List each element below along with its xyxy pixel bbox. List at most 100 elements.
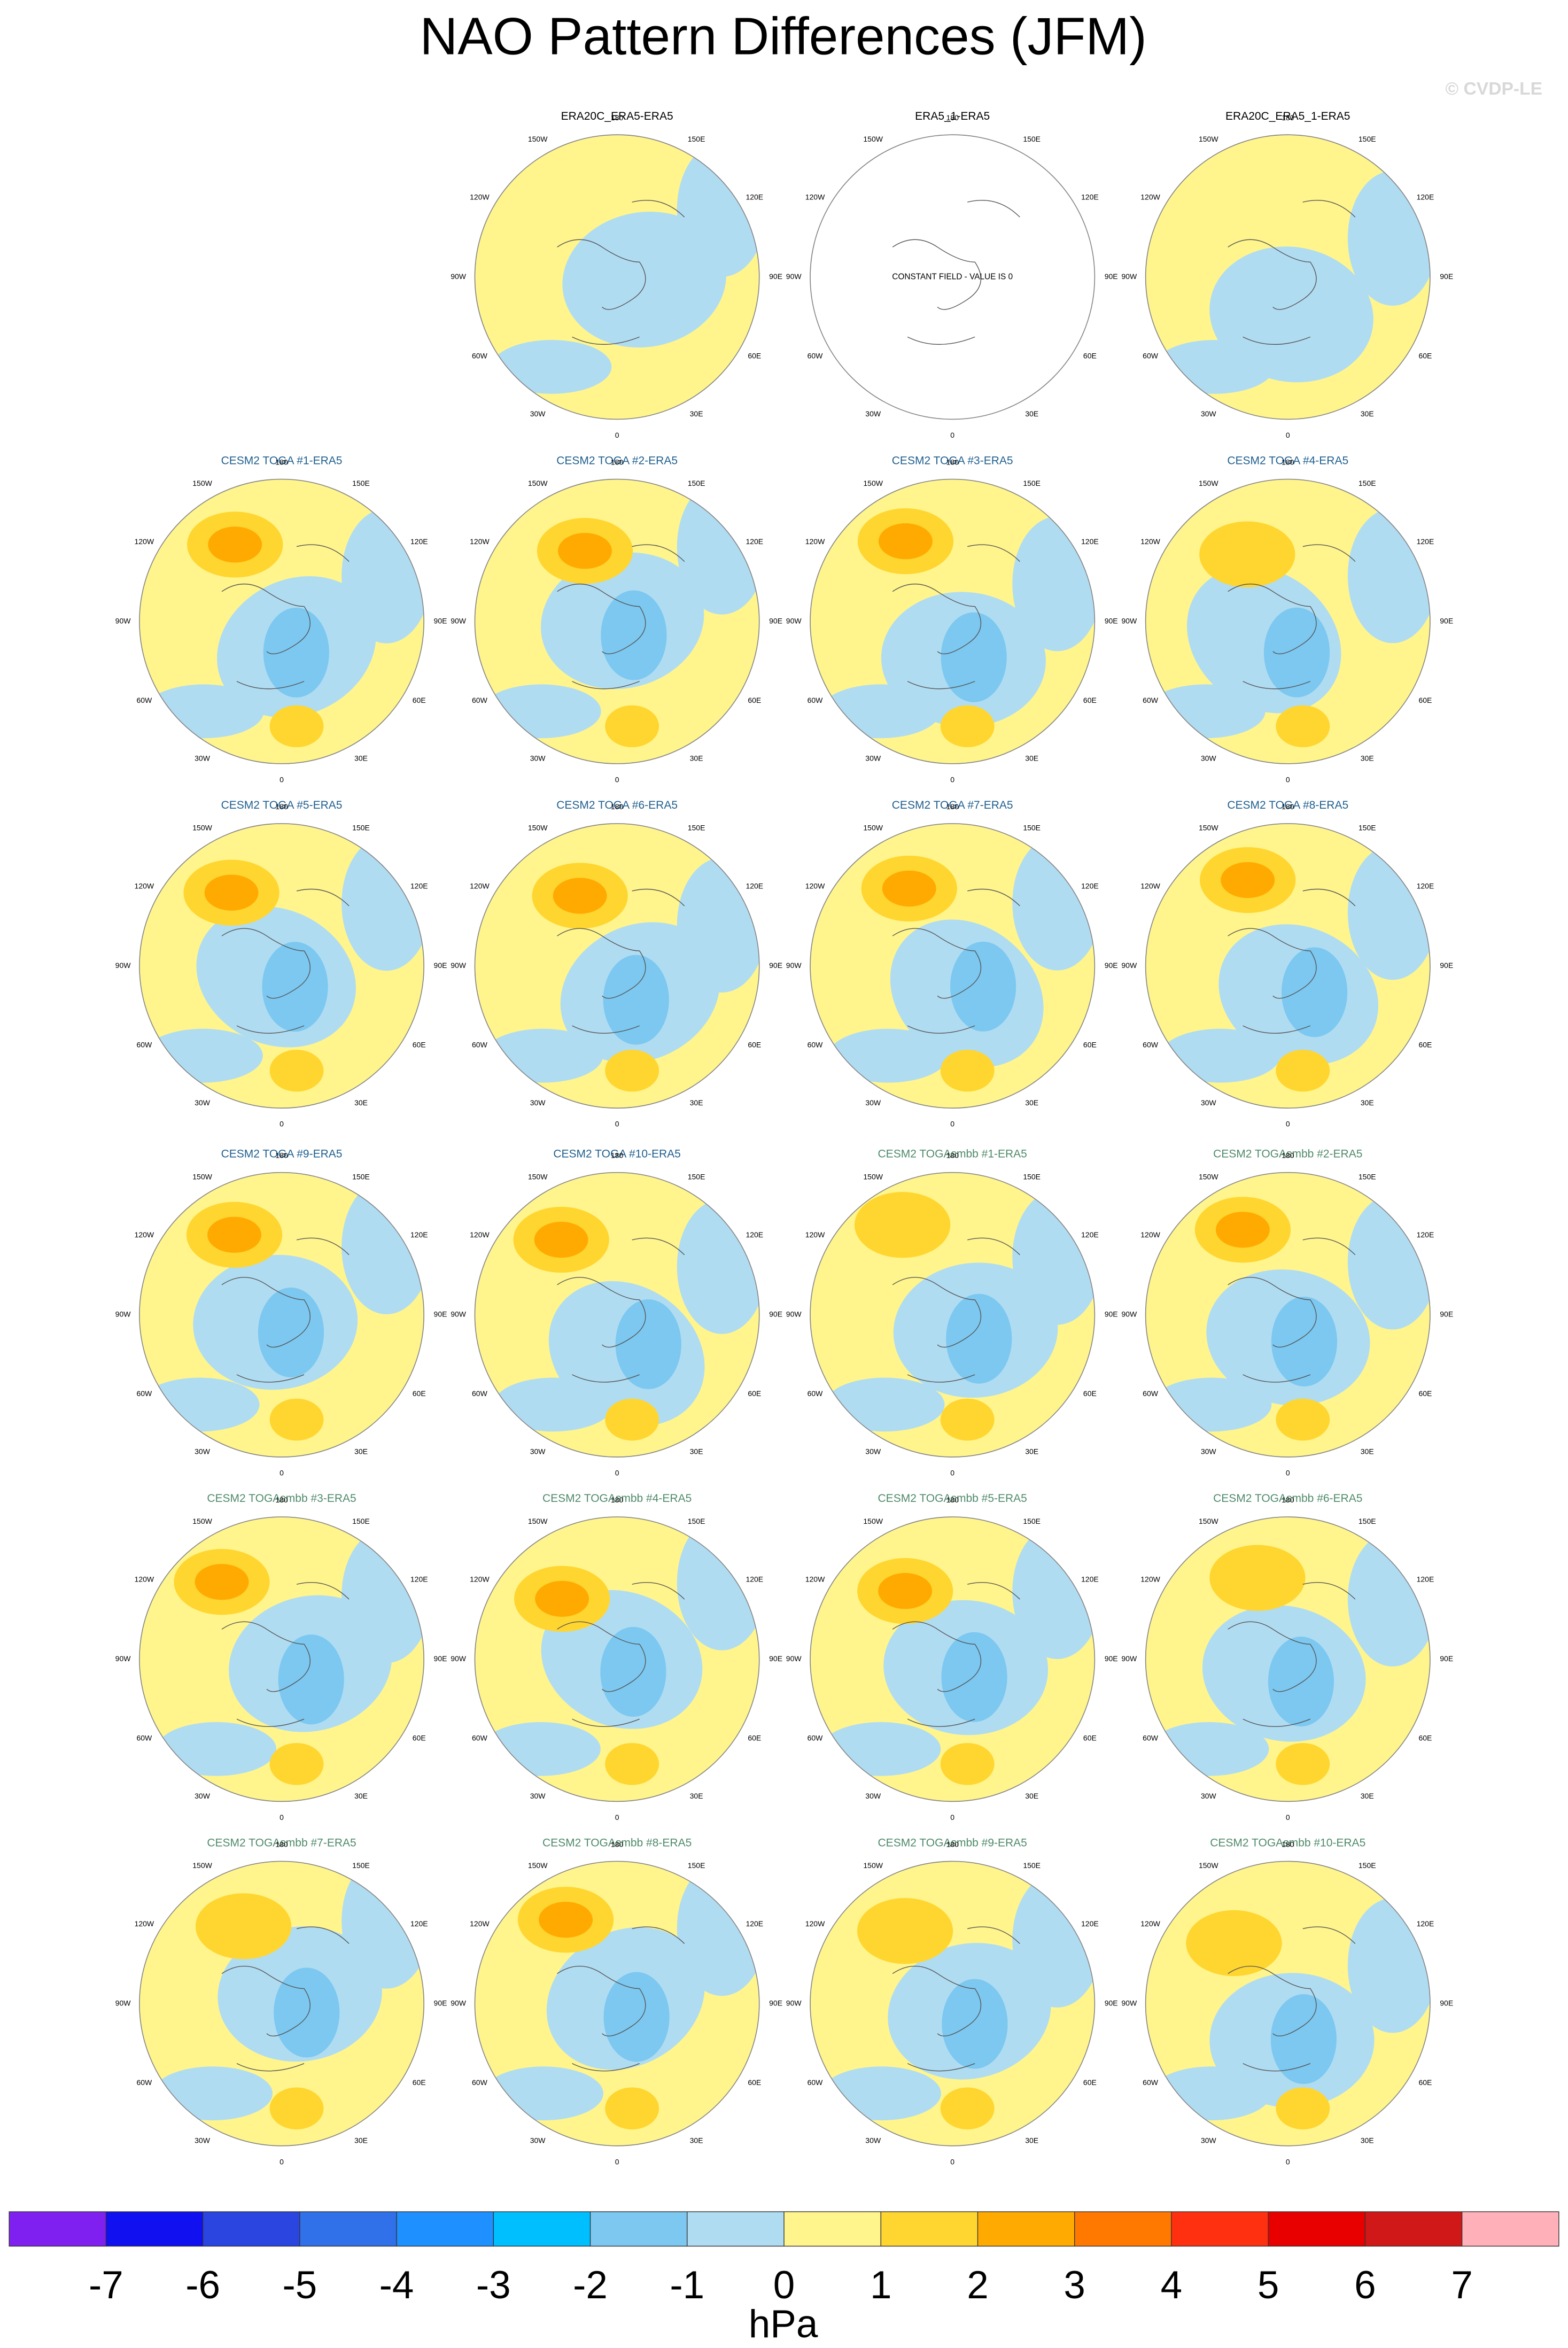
longitude-label: 30W xyxy=(865,754,881,763)
contour-fill xyxy=(269,1049,324,1092)
contour-fill xyxy=(1216,1212,1270,1248)
longitude-label: 150W xyxy=(863,1861,883,1870)
contour-fill xyxy=(1347,1531,1430,1667)
longitude-label: 60E xyxy=(1418,1733,1432,1742)
panel-title: ERA20C_ERA5-ERA5 xyxy=(561,110,673,122)
map-border xyxy=(139,1516,425,1802)
longitude-label: 30E xyxy=(690,409,703,418)
longitude-label: 0 xyxy=(1286,775,1290,784)
longitude-label: 30W xyxy=(195,754,211,763)
longitude-label: 150E xyxy=(688,1861,705,1870)
longitude-label: 30W xyxy=(1201,754,1217,763)
longitude-label: 120E xyxy=(1417,1575,1434,1583)
contour-fill xyxy=(263,607,329,698)
longitude-label: 90E xyxy=(434,1310,447,1319)
longitude-label: 60W xyxy=(136,696,152,704)
longitude-label: 60W xyxy=(472,1733,488,1742)
longitude-label: 180 xyxy=(946,113,959,122)
contour-fill xyxy=(857,1898,953,1964)
longitude-label: 60E xyxy=(413,1733,426,1742)
longitude-label: 180 xyxy=(946,1840,959,1848)
longitude-label: 0 xyxy=(615,1469,619,1477)
contour-fills xyxy=(493,1199,759,1441)
longitude-label: 30E xyxy=(690,2136,703,2145)
longitude-label: 90E xyxy=(1105,1310,1118,1319)
contour-fill xyxy=(1347,845,1430,980)
contour-fills xyxy=(492,142,759,394)
longitude-label: 150E xyxy=(1023,1861,1041,1870)
longitude-label: 30E xyxy=(354,2136,368,2145)
longitude-label: 60E xyxy=(1418,1040,1432,1049)
coastline xyxy=(1228,544,1356,689)
longitude-label: 30W xyxy=(195,2136,211,2145)
contour-fill xyxy=(615,1299,681,1390)
contour-fill xyxy=(879,523,933,560)
longitude-label: 30W xyxy=(530,2136,546,2145)
longitude-label: 120E xyxy=(746,537,763,546)
contour-fill xyxy=(941,612,1007,702)
longitude-label: 180 xyxy=(946,1495,959,1504)
longitude-label: 60E xyxy=(748,2078,761,2087)
contour-fill xyxy=(605,1398,659,1441)
longitude-label: 120E xyxy=(1417,193,1434,202)
contour-fill xyxy=(1347,171,1430,306)
contour-fill xyxy=(341,836,424,971)
longitude-label: 120W xyxy=(135,1919,154,1928)
longitude-label: 0 xyxy=(950,1813,954,1822)
longitude-label: 90W xyxy=(451,961,467,970)
contour-fill xyxy=(941,1632,1007,1722)
map-border xyxy=(810,478,1096,764)
longitude-label: 180 xyxy=(275,1151,288,1160)
longitude-label: 150W xyxy=(863,824,883,832)
longitude-label: 120W xyxy=(1140,881,1160,890)
longitude-label: 30W xyxy=(530,1098,546,1107)
longitude-label: 180 xyxy=(275,1495,288,1504)
map-border xyxy=(810,1516,1096,1802)
contour-fill xyxy=(1347,1195,1430,1330)
longitude-label: 150E xyxy=(352,479,370,487)
coastline xyxy=(1228,888,1356,1034)
longitude-label: 180 xyxy=(275,1840,288,1848)
panel-title: CESM2 TOGAsmbb #10-ERA5 xyxy=(1210,1836,1365,1849)
longitude-label: 60W xyxy=(1143,1733,1159,1742)
colorbar-tick-label: -1 xyxy=(670,2264,704,2307)
contour-fill xyxy=(1012,835,1095,971)
longitude-label: 0 xyxy=(950,2157,954,2166)
longitude-label: 30E xyxy=(1025,409,1038,418)
longitude-label: 60E xyxy=(1083,1733,1097,1742)
longitude-label: 90W xyxy=(786,1310,802,1319)
colorbar-tick-label: -5 xyxy=(282,2264,317,2307)
panel-title: CESM2 TOGAsmbb #4-ERA5 xyxy=(542,1492,692,1505)
longitude-label: 150W xyxy=(528,1517,548,1525)
contour-fill xyxy=(1154,339,1275,394)
colorbar-tick-label: 0 xyxy=(773,2264,795,2307)
contour-fills xyxy=(821,1524,1095,1785)
longitude-label: 120E xyxy=(410,1230,428,1239)
contour-fill xyxy=(605,1049,659,1092)
longitude-label: 120E xyxy=(1081,881,1099,890)
longitude-label: 0 xyxy=(280,1813,284,1822)
longitude-label: 150W xyxy=(1199,1172,1218,1181)
contour-fill xyxy=(269,705,324,748)
longitude-label: 120W xyxy=(470,193,490,202)
contour-fill xyxy=(1012,1190,1095,1325)
longitude-label: 30E xyxy=(1361,754,1374,763)
longitude-label: 30E xyxy=(1361,1792,1374,1800)
longitude-label: 120W xyxy=(1140,537,1160,546)
longitude-label: 150E xyxy=(1359,1861,1376,1870)
coastline xyxy=(1228,200,1356,345)
colorbar-box xyxy=(687,2212,784,2246)
longitude-label: 60W xyxy=(472,351,488,360)
map-border xyxy=(1145,1516,1431,1802)
longitude-label: 30W xyxy=(1201,409,1217,418)
longitude-label: 120E xyxy=(746,1230,763,1239)
longitude-label: 90W xyxy=(1121,616,1137,625)
longitude-label: 60E xyxy=(1418,351,1432,360)
longitude-label: 60E xyxy=(413,1040,426,1049)
colorbar-tick-label: -6 xyxy=(185,2264,220,2307)
